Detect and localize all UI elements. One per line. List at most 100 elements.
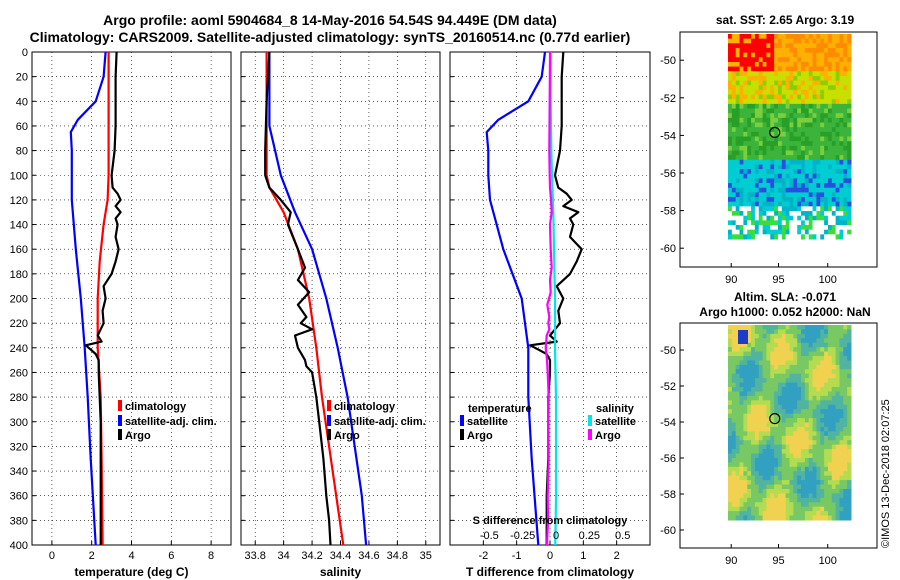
map-cell	[804, 94, 810, 100]
map-cell	[797, 113, 802, 119]
map-cell	[843, 373, 848, 379]
map-cell	[808, 229, 814, 235]
map-cell	[820, 413, 825, 419]
map-cell	[793, 34, 798, 40]
map-cell	[747, 225, 752, 231]
map-cell	[766, 197, 771, 203]
map-cell	[758, 89, 764, 96]
map-cell	[781, 378, 787, 384]
map-cell	[731, 488, 737, 494]
map-cell	[731, 113, 737, 119]
map-cell	[804, 159, 810, 165]
map-cell	[743, 484, 748, 490]
map-cell	[835, 197, 840, 203]
map-cell	[747, 75, 752, 82]
map-cell	[835, 187, 840, 193]
map-cell	[835, 225, 840, 231]
map-cell	[762, 103, 767, 110]
map-cell	[781, 169, 787, 175]
map-cell	[785, 382, 790, 388]
map-cell	[789, 471, 794, 477]
map-cell	[758, 325, 764, 330]
map-cell	[735, 360, 741, 366]
map-cell	[835, 356, 840, 361]
map-cell	[847, 52, 852, 58]
map-cell	[804, 453, 810, 459]
map-cell	[801, 155, 806, 161]
map-cell	[816, 338, 821, 344]
map-cell	[816, 47, 821, 54]
map-cell	[839, 497, 844, 503]
map-cell	[777, 80, 783, 86]
map-cell	[785, 457, 790, 463]
map-cell	[758, 466, 764, 472]
map-cell	[808, 127, 814, 133]
map-cell	[751, 497, 756, 503]
map-cell	[835, 150, 840, 156]
map-cell	[785, 150, 790, 156]
map-cell	[762, 457, 767, 463]
map-cell	[789, 131, 794, 137]
map-cell	[747, 71, 752, 77]
map-cell	[728, 229, 733, 235]
map-cell	[777, 466, 783, 472]
map-cell	[728, 131, 733, 137]
map-cell	[758, 506, 764, 512]
map-cell	[847, 488, 852, 494]
map-cell	[758, 480, 764, 486]
map-cell	[774, 234, 779, 240]
map-cell	[762, 197, 767, 203]
map-cell	[751, 201, 756, 207]
map-cell	[820, 211, 825, 217]
map-cell	[758, 215, 764, 221]
map-cell	[812, 145, 817, 151]
map-cell	[728, 511, 733, 517]
map-cell	[797, 99, 802, 105]
map-cell	[754, 418, 760, 423]
map-cell	[728, 356, 733, 361]
map-cell	[728, 164, 733, 170]
map-cell	[735, 351, 741, 357]
map-cell	[785, 338, 790, 344]
map-cell	[820, 201, 825, 207]
map-cell	[751, 413, 756, 419]
map-cell	[797, 506, 802, 512]
legend-label: Argo	[334, 430, 360, 442]
map-cell	[808, 201, 814, 207]
map-cell	[839, 391, 844, 397]
map-cell	[751, 155, 756, 161]
map-cell	[770, 215, 775, 221]
map-cell	[824, 502, 829, 508]
map-cell	[762, 80, 767, 86]
map-cell	[770, 391, 775, 397]
map-cell	[847, 356, 852, 361]
map-cell	[754, 201, 760, 207]
map-cell	[743, 94, 748, 100]
map-cell	[770, 369, 775, 375]
map-cell	[758, 369, 764, 375]
map-cell	[801, 453, 806, 459]
map-cell	[824, 387, 829, 392]
map-cell	[743, 413, 748, 419]
map-cell	[774, 493, 779, 499]
map-cell	[728, 506, 733, 512]
map-cell	[774, 378, 779, 384]
map-cell	[758, 57, 764, 63]
map-cell	[801, 435, 806, 441]
map-cell	[847, 471, 852, 477]
map-cell	[731, 173, 737, 179]
map-cell	[816, 43, 821, 49]
map-cell	[774, 38, 779, 44]
map-cell	[824, 400, 829, 406]
map-cell	[812, 453, 817, 459]
map-cell	[766, 220, 771, 226]
map-cell	[751, 71, 756, 77]
map-cell	[754, 164, 760, 170]
map-cell	[728, 103, 733, 110]
map-cell	[847, 34, 852, 40]
map-cell	[789, 201, 794, 207]
map-cell	[751, 404, 756, 410]
map-cell	[754, 497, 760, 503]
map-cell	[770, 57, 775, 63]
map-cell	[808, 61, 814, 68]
